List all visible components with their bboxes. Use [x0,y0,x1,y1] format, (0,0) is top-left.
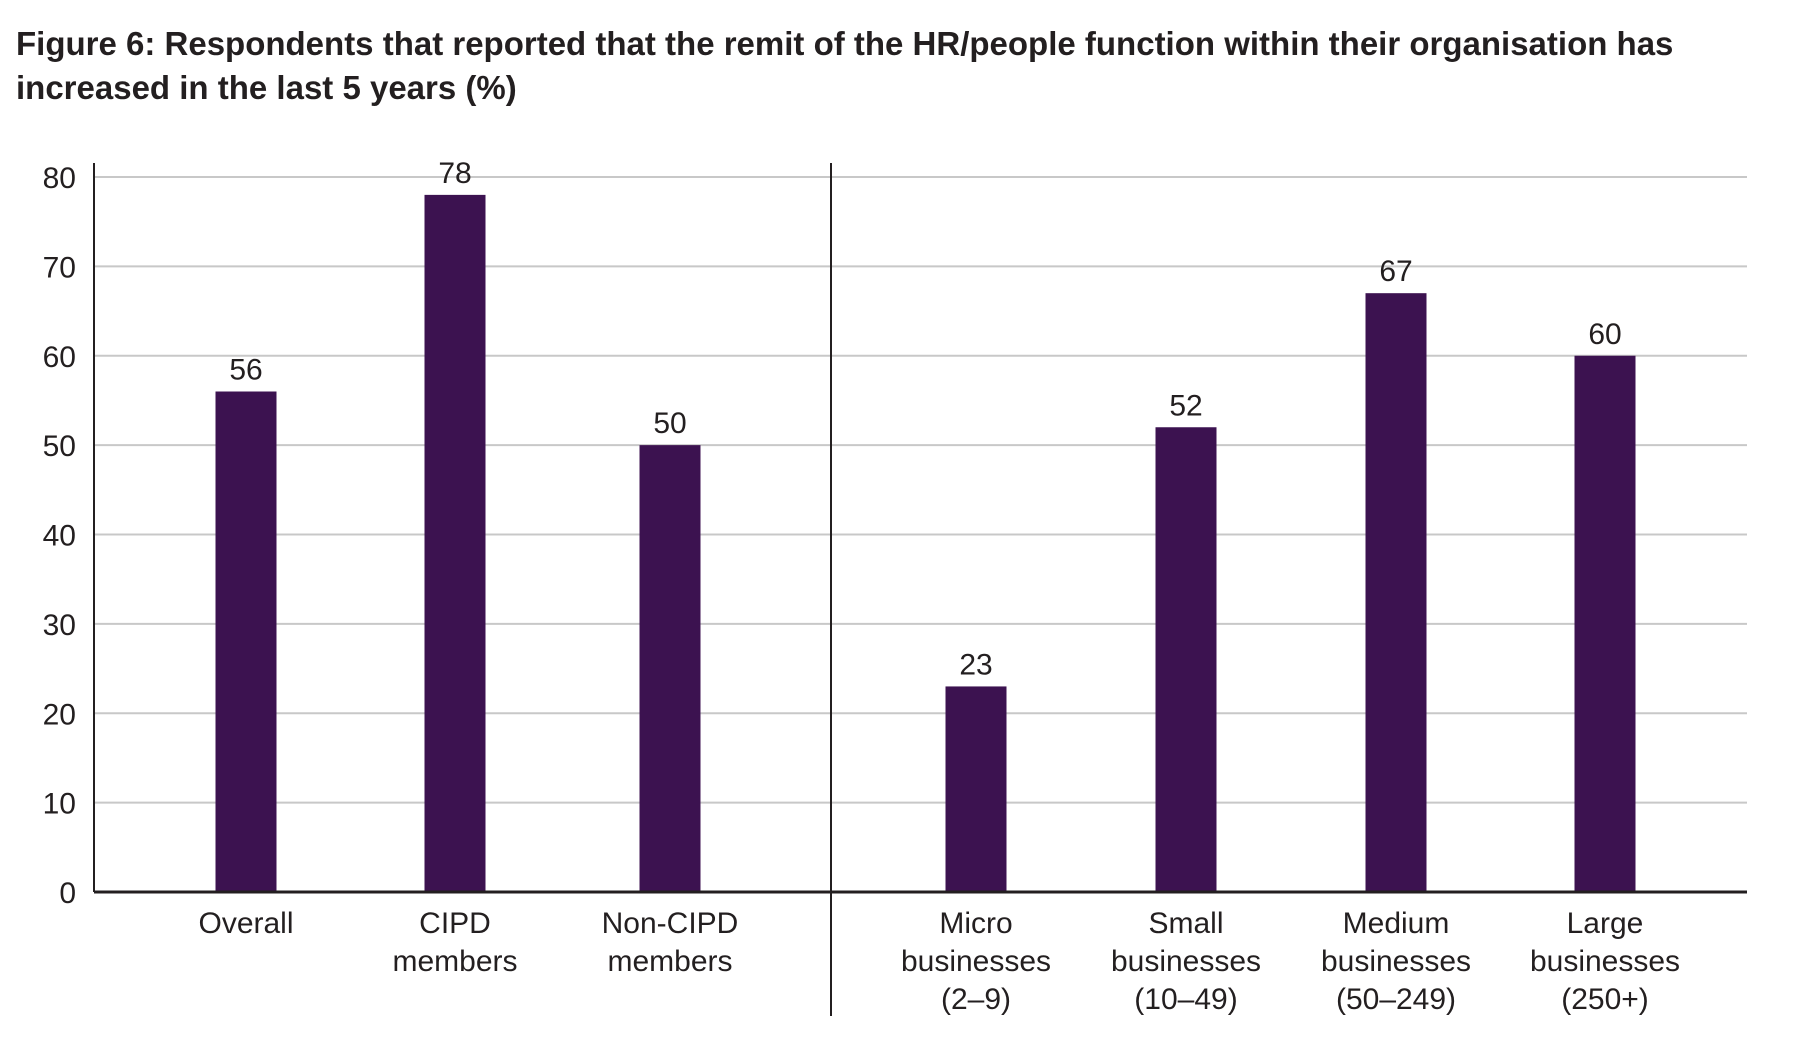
y-tick-label: 80 [43,162,76,195]
bar [215,391,277,892]
y-tick-label: 50 [43,430,76,463]
x-tick-label: CIPD [419,907,491,940]
x-tick-label: Medium [1343,907,1450,940]
bar [1365,293,1427,892]
y-tick-label: 30 [43,609,76,642]
data-label: 50 [653,407,686,440]
x-tick-label: Non-CIPD [602,907,739,940]
x-tick-label: (2–9) [941,983,1011,1016]
bar [639,445,701,892]
data-label: 52 [1169,389,1202,422]
y-tick-label: 60 [43,341,76,374]
data-label: 67 [1379,255,1412,288]
y-tick-label: 20 [43,698,76,731]
y-tick-label: 40 [43,520,76,553]
x-tick-label: businesses [1321,945,1471,978]
data-label: 60 [1588,318,1621,351]
data-label: 78 [438,157,471,190]
bar [1155,427,1217,892]
y-tick-label: 0 [59,877,76,910]
bar [1574,355,1636,892]
x-tick-label: Micro [939,907,1012,940]
x-tick-label: businesses [901,945,1051,978]
bar [424,194,486,892]
x-tick-label: members [607,945,732,978]
x-tick-label: Small [1148,907,1223,940]
data-label: 23 [959,648,992,681]
x-tick-label: businesses [1111,945,1261,978]
x-tick-label: (10–49) [1134,983,1237,1016]
data-label: 56 [229,354,262,387]
x-tick-label: Large [1567,907,1644,940]
y-tick-label: 10 [43,788,76,821]
x-tick-label: (50–249) [1336,983,1456,1016]
x-tick-label: (250+) [1561,983,1649,1016]
y-tick-label: 70 [43,251,76,284]
chart-title: Figure 6: Respondents that reported that… [16,25,1674,106]
x-tick-label: members [392,945,517,978]
x-tick-label: Overall [198,907,293,940]
x-tick-label: businesses [1530,945,1680,978]
bar [945,686,1007,892]
